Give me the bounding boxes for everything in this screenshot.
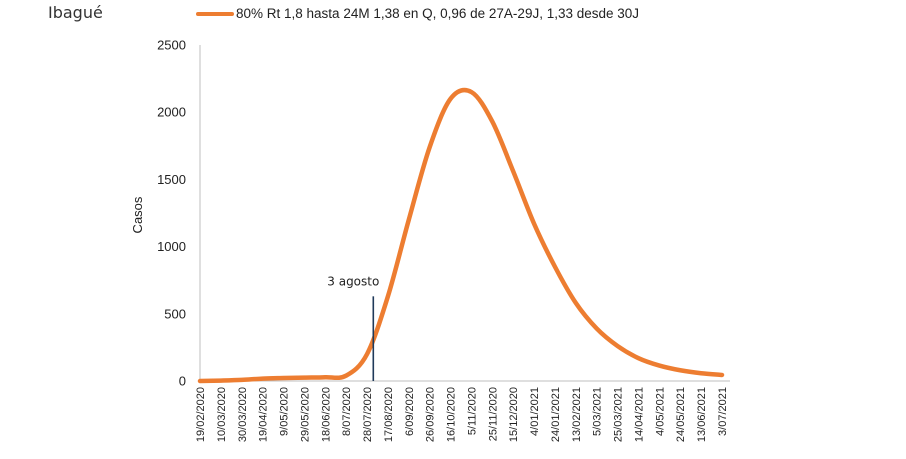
x-tick-label: 29/05/2020 [299, 387, 311, 442]
x-tick-label: 6/09/2020 [404, 387, 416, 436]
x-tick-label: 10/03/2020 [216, 387, 228, 442]
x-tick-label: 25/11/2020 [487, 387, 499, 441]
x-tick-label: 4/01/2021 [529, 387, 541, 436]
x-tick-label: 28/07/2020 [362, 387, 374, 442]
y-tick-label: 0 [179, 374, 186, 389]
x-tick-label: 24/05/2021 [675, 387, 687, 442]
y-tick-label: 2000 [157, 105, 186, 120]
x-tick-label: 13/06/2021 [696, 387, 708, 442]
x-tick-label: 8/07/2020 [341, 387, 353, 436]
x-tick-label: 24/01/2021 [550, 387, 562, 442]
x-tick-label: 3/07/2021 [717, 387, 729, 436]
x-tick-label: 9/05/2020 [279, 387, 291, 436]
x-tick-label: 15/12/2020 [508, 387, 520, 442]
x-tick-label: 19/02/2020 [195, 387, 207, 442]
x-tick-label: 30/03/2020 [237, 387, 249, 442]
y-tick-label: 1500 [157, 172, 186, 187]
legend-label: 80% Rt 1,8 hasta 24M 1,38 en Q, 0,96 de … [236, 6, 640, 21]
annotation-label: 3 agosto [327, 274, 379, 288]
y-axis-label: Casos [130, 196, 145, 233]
x-tick-label: 5/03/2021 [592, 387, 604, 436]
y-tick-label: 1000 [157, 239, 186, 254]
y-tick-label: 500 [164, 306, 186, 321]
x-tick-label: 5/11/2020 [466, 387, 478, 435]
legend-swatch [196, 11, 234, 16]
x-tick-label: 13/02/2021 [571, 387, 583, 442]
x-tick-label: 25/03/2021 [613, 387, 625, 442]
y-tick-label: 2500 [157, 38, 186, 53]
x-tick-label: 26/09/2020 [425, 387, 437, 442]
x-tick-label: 17/08/2020 [383, 387, 395, 442]
legend: 80% Rt 1,8 hasta 24M 1,38 en Q, 0,96 de … [196, 6, 639, 21]
x-tick-label: 16/10/2020 [446, 387, 458, 442]
x-tick-label: 18/06/2020 [320, 387, 332, 442]
chart-title: Ibagué [48, 3, 103, 22]
series-line [197, 87, 725, 384]
x-tick-label: 19/04/2020 [258, 387, 270, 442]
x-tick-label: 4/05/2021 [654, 387, 666, 436]
x-tick-label: 14/04/2021 [633, 387, 645, 442]
